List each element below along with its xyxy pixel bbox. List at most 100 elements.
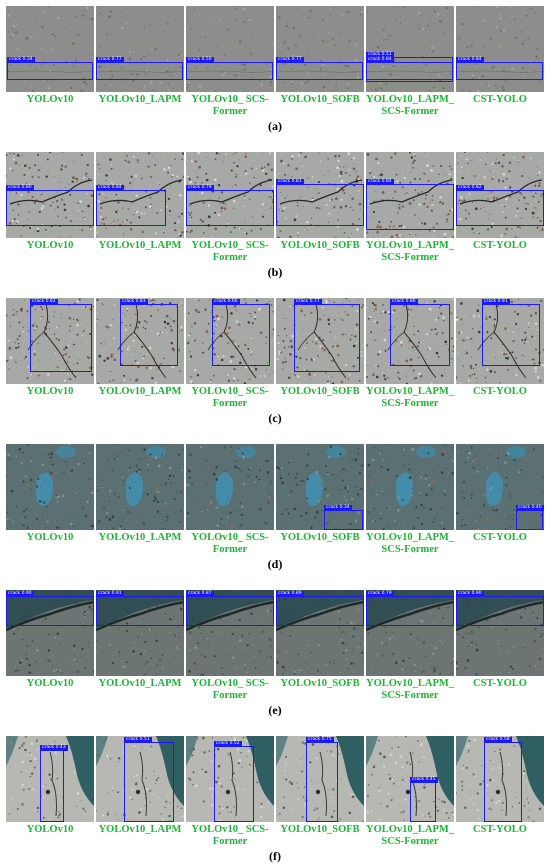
- detection-image: crack 0.84: [96, 152, 184, 238]
- bounding-box: crack 0.84: [366, 179, 454, 230]
- model-caption: YOLOv10_SOFB: [280, 240, 360, 251]
- detection-label: crack 0.79: [366, 591, 394, 597]
- bounding-box: crack 0.58: [484, 737, 522, 822]
- panel-row: crack 0.90 crack 0.91 crack 0.87 crack 0.89…: [6, 590, 544, 718]
- bounding-box: crack 0.89: [276, 591, 364, 626]
- model-caption: YOLOv10: [26, 532, 74, 543]
- model-caption: YOLOv10_ SCS-Former: [191, 532, 269, 555]
- detection-label: crack 0.77: [96, 57, 124, 63]
- bounding-box: crack 0.84: [456, 57, 543, 80]
- detection-label: crack 0.91: [482, 299, 510, 305]
- detection-image: crack 0.87: [186, 590, 274, 676]
- detection-label: crack 0.86: [390, 299, 418, 305]
- model-caption: YOLOv10_LAPM: [98, 94, 182, 105]
- panel-label: (d): [267, 557, 283, 571]
- panel-label: (c): [268, 411, 282, 425]
- detection-label: crack 0.82: [456, 185, 484, 191]
- model-caption: YOLOv10_LAPM: [98, 240, 182, 251]
- bounding-box: crack 0.34: [7, 57, 93, 80]
- bounding-box: crack 0.84: [96, 185, 166, 226]
- bounding-box: crack 0.80: [6, 185, 94, 226]
- detection-label: crack 0.40: [516, 505, 544, 511]
- detection-label: crack 0.79: [186, 185, 214, 191]
- detection-label: crack 0.84: [96, 185, 124, 191]
- detection-image: crack 0.34: [6, 6, 94, 92]
- model-caption: CST-YOLO: [473, 532, 527, 543]
- panel-row: crack 0.43 crack 0.51 crack 0.52 crack 0.75…: [6, 736, 544, 864]
- detection-image: crack 0.45: [366, 736, 454, 822]
- detection-label: crack 0.50: [186, 57, 214, 63]
- detection-image: crack 0.91: [456, 298, 544, 384]
- bounding-box: crack 0.51: [124, 737, 174, 822]
- bounding-box: crack 0.79: [366, 591, 454, 626]
- bounding-box: crack 0.75: [306, 737, 338, 822]
- detection-label: crack 0.84: [366, 57, 394, 63]
- model-caption: YOLOv10_LAPM: [98, 824, 182, 835]
- bounding-box: crack 0.91: [482, 299, 540, 366]
- model-caption: YOLOv10_SOFB: [280, 824, 360, 835]
- panel-label: (a): [268, 119, 282, 133]
- detection-image: crack 0.82: [456, 152, 544, 238]
- detection-image: crack 0.90: [6, 590, 94, 676]
- bounding-box: crack 0.83: [120, 299, 178, 366]
- model-caption: YOLOv10_ SCS-Former: [191, 678, 269, 701]
- model-caption: YOLOv10_LAPM: [98, 386, 182, 397]
- model-caption: YOLOv10_LAPM_ SCS-Former: [366, 240, 455, 263]
- bounding-box: crack 0.91: [96, 591, 184, 626]
- model-caption: YOLOv10: [26, 678, 74, 689]
- model-caption: YOLOv10_LAPM_ SCS-Former: [366, 94, 455, 117]
- panel-image-strip: crack 0.90 crack 0.91 crack 0.87 crack 0.89…: [6, 590, 544, 676]
- model-caption: YOLOv10_LAPM: [98, 678, 182, 689]
- bounding-box: crack 0.79: [186, 185, 274, 226]
- bounding-box: crack 0.77: [294, 299, 360, 372]
- detection-label: crack 0.34: [324, 505, 352, 511]
- detection-image: crack 0.77: [276, 298, 364, 384]
- detection-image: crack 0.51: [96, 736, 184, 822]
- detection-label: crack 0.43: [40, 745, 68, 751]
- detection-image: crack 0.34: [276, 444, 364, 530]
- detection-image: crack 0.75: [276, 736, 364, 822]
- detection-image: crack 0.90: [456, 590, 544, 676]
- model-caption: CST-YOLO: [473, 824, 527, 835]
- bounding-box: crack 0.82: [30, 299, 92, 372]
- model-caption: YOLOv10_ SCS-Former: [191, 240, 269, 263]
- model-caption: YOLOv10: [26, 386, 74, 397]
- detection-image: crack 0.51 crack 0.84: [366, 6, 454, 92]
- detection-image: crack 0.89: [276, 590, 364, 676]
- model-caption: YOLOv10_LAPM_ SCS-Former: [366, 532, 455, 555]
- detection-image: crack 0.83: [96, 298, 184, 384]
- bounding-box: crack 0.66: [212, 299, 270, 366]
- detection-image: [6, 444, 94, 530]
- panel-image-strip: crack 0.82 crack 0.83 crack 0.66 crack 0.77…: [6, 298, 544, 384]
- detection-image: [96, 444, 184, 530]
- detection-label: crack 0.51: [124, 737, 152, 743]
- detection-image: crack 0.84: [366, 152, 454, 238]
- detection-image: crack 0.40: [456, 444, 544, 530]
- bounding-box: crack 0.86: [390, 299, 450, 366]
- detection-label: crack 0.52: [214, 741, 242, 747]
- detection-label: crack 0.80: [6, 185, 34, 191]
- panel-label: (f): [269, 849, 281, 863]
- detection-image: crack 0.50: [186, 6, 274, 92]
- panel-row: crack 0.34 crack 0.77 crack 0.50 crack 0.77…: [6, 6, 544, 134]
- model-caption: YOLOv10_SOFB: [280, 94, 360, 105]
- panel-captions: YOLOv10 YOLOv10_LAPM YOLOv10_ SCS-Former YO…: [6, 94, 544, 118]
- detection-label: crack 0.90: [6, 591, 34, 597]
- panel-row: crack 0.82 crack 0.83 crack 0.66 crack 0.77…: [6, 298, 544, 426]
- model-caption: CST-YOLO: [473, 386, 527, 397]
- detection-label: crack 0.77: [294, 299, 322, 305]
- panel-captions: YOLOv10 YOLOv10_LAPM YOLOv10_ SCS-Former YO…: [6, 240, 544, 264]
- detection-label: crack 0.66: [212, 299, 240, 305]
- detection-label: crack 0.45: [410, 777, 438, 783]
- detection-label: crack 0.81: [276, 179, 304, 185]
- model-caption: CST-YOLO: [473, 240, 527, 251]
- detection-label: crack 0.87: [186, 591, 214, 597]
- bounding-box: crack 0.82: [456, 185, 544, 226]
- detection-label: crack 0.77: [276, 57, 304, 63]
- panel-image-strip: crack 0.34 crack 0.77 crack 0.50 crack 0.77…: [6, 6, 544, 92]
- model-caption: YOLOv10_SOFB: [280, 678, 360, 689]
- model-caption: CST-YOLO: [473, 94, 527, 105]
- bounding-box: crack 0.77: [96, 57, 183, 80]
- bounding-box: crack 0.90: [6, 591, 94, 626]
- panel-captions: YOLOv10 YOLOv10_LAPM YOLOv10_ SCS-Former YO…: [6, 386, 544, 410]
